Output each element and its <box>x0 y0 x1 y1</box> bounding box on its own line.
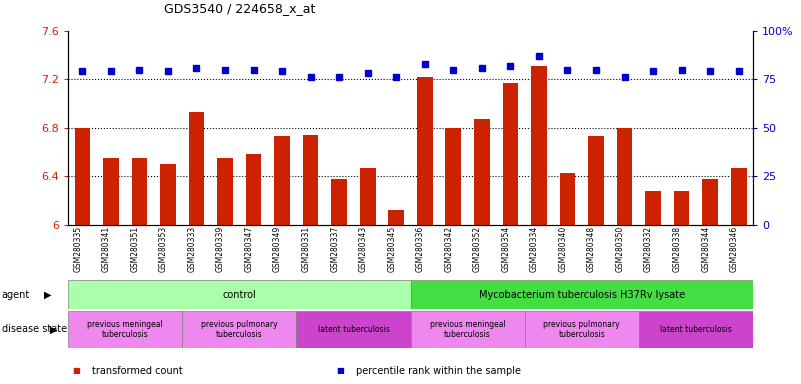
Text: latent tuberculosis: latent tuberculosis <box>317 325 389 334</box>
Bar <box>410 280 753 309</box>
Bar <box>560 172 575 225</box>
Text: Mycobacterium tuberculosis H37Rv lysate: Mycobacterium tuberculosis H37Rv lysate <box>479 290 685 300</box>
Bar <box>68 311 182 348</box>
Text: ▶: ▶ <box>50 324 58 334</box>
Bar <box>131 158 147 225</box>
Text: previous meningeal
tuberculosis: previous meningeal tuberculosis <box>429 319 505 339</box>
Bar <box>502 83 518 225</box>
Text: GSM280335: GSM280335 <box>74 226 83 272</box>
Bar <box>646 191 661 225</box>
Text: GSM280354: GSM280354 <box>501 226 510 272</box>
Bar <box>417 77 433 225</box>
Text: ■: ■ <box>336 366 344 375</box>
Text: GSM280337: GSM280337 <box>330 226 339 272</box>
Text: latent tuberculosis: latent tuberculosis <box>660 325 732 334</box>
Text: control: control <box>223 290 256 300</box>
Text: previous meningeal
tuberculosis: previous meningeal tuberculosis <box>87 319 163 339</box>
Bar <box>525 311 638 348</box>
Text: GSM280340: GSM280340 <box>558 226 567 272</box>
Text: GSM280338: GSM280338 <box>673 226 682 272</box>
Bar <box>588 136 604 225</box>
Text: GSM280351: GSM280351 <box>131 226 139 272</box>
Text: ▶: ▶ <box>44 290 51 300</box>
Bar <box>531 66 547 225</box>
Text: GSM280343: GSM280343 <box>359 226 368 272</box>
Text: agent: agent <box>2 290 30 300</box>
Bar <box>160 164 175 225</box>
Text: GSM280331: GSM280331 <box>302 226 311 272</box>
Bar <box>217 158 233 225</box>
Text: GSM280332: GSM280332 <box>644 226 653 272</box>
Text: GDS3540 / 224658_x_at: GDS3540 / 224658_x_at <box>164 2 316 15</box>
Bar <box>731 168 747 225</box>
Bar <box>303 135 319 225</box>
Text: GSM280349: GSM280349 <box>273 226 282 272</box>
Text: GSM280345: GSM280345 <box>387 226 396 272</box>
Bar <box>388 210 404 225</box>
Text: GSM280348: GSM280348 <box>587 226 596 272</box>
Bar <box>246 154 261 225</box>
Text: GSM280346: GSM280346 <box>730 226 739 272</box>
Text: disease state: disease state <box>2 324 66 334</box>
Bar <box>638 311 753 348</box>
Bar <box>103 158 119 225</box>
Text: GSM280353: GSM280353 <box>159 226 168 272</box>
Text: GSM280344: GSM280344 <box>701 226 710 272</box>
Text: GSM280352: GSM280352 <box>473 226 482 272</box>
Bar <box>332 179 347 225</box>
Text: previous pulmonary
tuberculosis: previous pulmonary tuberculosis <box>201 319 278 339</box>
Bar <box>702 179 718 225</box>
Text: percentile rank within the sample: percentile rank within the sample <box>356 366 521 376</box>
Bar <box>474 119 489 225</box>
Text: GSM280347: GSM280347 <box>244 226 254 272</box>
Text: GSM280350: GSM280350 <box>615 226 625 272</box>
Bar <box>74 128 91 225</box>
Bar <box>410 311 525 348</box>
Text: GSM280339: GSM280339 <box>216 226 225 272</box>
Bar <box>617 128 632 225</box>
Text: ■: ■ <box>72 366 80 375</box>
Text: GSM280334: GSM280334 <box>530 226 539 272</box>
Bar <box>296 311 410 348</box>
Text: GSM280341: GSM280341 <box>102 226 111 272</box>
Text: GSM280336: GSM280336 <box>416 226 425 272</box>
Text: transformed count: transformed count <box>92 366 183 376</box>
Bar <box>68 280 410 309</box>
Text: GSM280342: GSM280342 <box>445 226 453 272</box>
Bar <box>674 191 690 225</box>
Bar <box>182 311 296 348</box>
Bar <box>274 136 290 225</box>
Bar <box>189 112 204 225</box>
Bar <box>360 168 376 225</box>
Bar <box>445 128 461 225</box>
Text: previous pulmonary
tuberculosis: previous pulmonary tuberculosis <box>543 319 620 339</box>
Text: GSM280333: GSM280333 <box>187 226 196 272</box>
